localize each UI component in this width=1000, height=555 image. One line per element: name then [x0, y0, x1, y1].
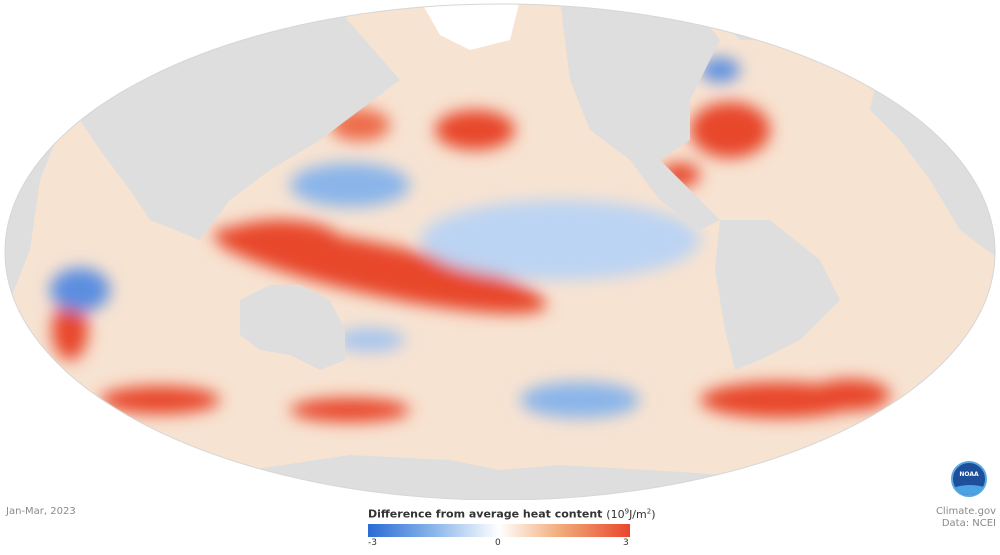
anomaly-field — [50, 58, 890, 422]
legend-ticks: -3 0 3 — [368, 537, 630, 549]
legend-color-ramp — [368, 523, 630, 537]
land-south-america — [715, 220, 840, 370]
noaa-logo: NOAA — [951, 461, 987, 497]
unit-exponent-2: 2 — [646, 507, 652, 515]
legend-tick-mid: 0 — [495, 537, 501, 548]
legend-title-text: Difference from average heat content — [368, 507, 603, 521]
anomaly-cool — [50, 268, 110, 312]
unit-suffix: ) — [651, 507, 656, 521]
anomaly-warm — [52, 300, 88, 360]
date-label: Jan-Mar, 2023 — [6, 506, 76, 517]
noaa-logo-wave — [953, 485, 985, 495]
anomaly-warm — [435, 110, 515, 150]
anomaly-warm — [100, 386, 220, 414]
anomaly-warm — [220, 220, 340, 260]
unit-prefix: (10 — [606, 507, 625, 521]
legend-tick-min: -3 — [368, 537, 377, 548]
legend-unit: (109J/m2) — [606, 507, 656, 521]
world-map — [4, 3, 996, 500]
anomaly-cool — [335, 328, 405, 352]
sea-ice — [420, 4, 520, 50]
anomaly-warm — [810, 379, 890, 411]
anomaly-warm — [690, 102, 770, 158]
anomaly-cool — [420, 200, 700, 280]
anomaly-warm — [290, 398, 410, 422]
anomaly-cool — [520, 382, 640, 418]
anomaly-cool — [700, 58, 740, 82]
globe-outline — [4, 3, 996, 500]
legend-title: Difference from average heat content (10… — [368, 507, 656, 521]
credit-data: Data: NCEI — [941, 518, 996, 529]
land-north-america — [560, 4, 720, 230]
anomaly-cool — [290, 163, 410, 207]
unit-exponent-1: 9 — [624, 507, 630, 515]
credits: Climate.gov Data: NCEI — [936, 506, 996, 530]
unit-mid: J/m — [629, 507, 647, 521]
legend-tick-max: 3 — [623, 537, 629, 548]
heat-content-map — [4, 3, 996, 500]
noaa-logo-text: NOAA — [959, 471, 979, 478]
land-australia — [240, 285, 345, 370]
credit-source: Climate.gov — [935, 506, 996, 517]
color-legend: Difference from average heat content (10… — [368, 507, 656, 549]
